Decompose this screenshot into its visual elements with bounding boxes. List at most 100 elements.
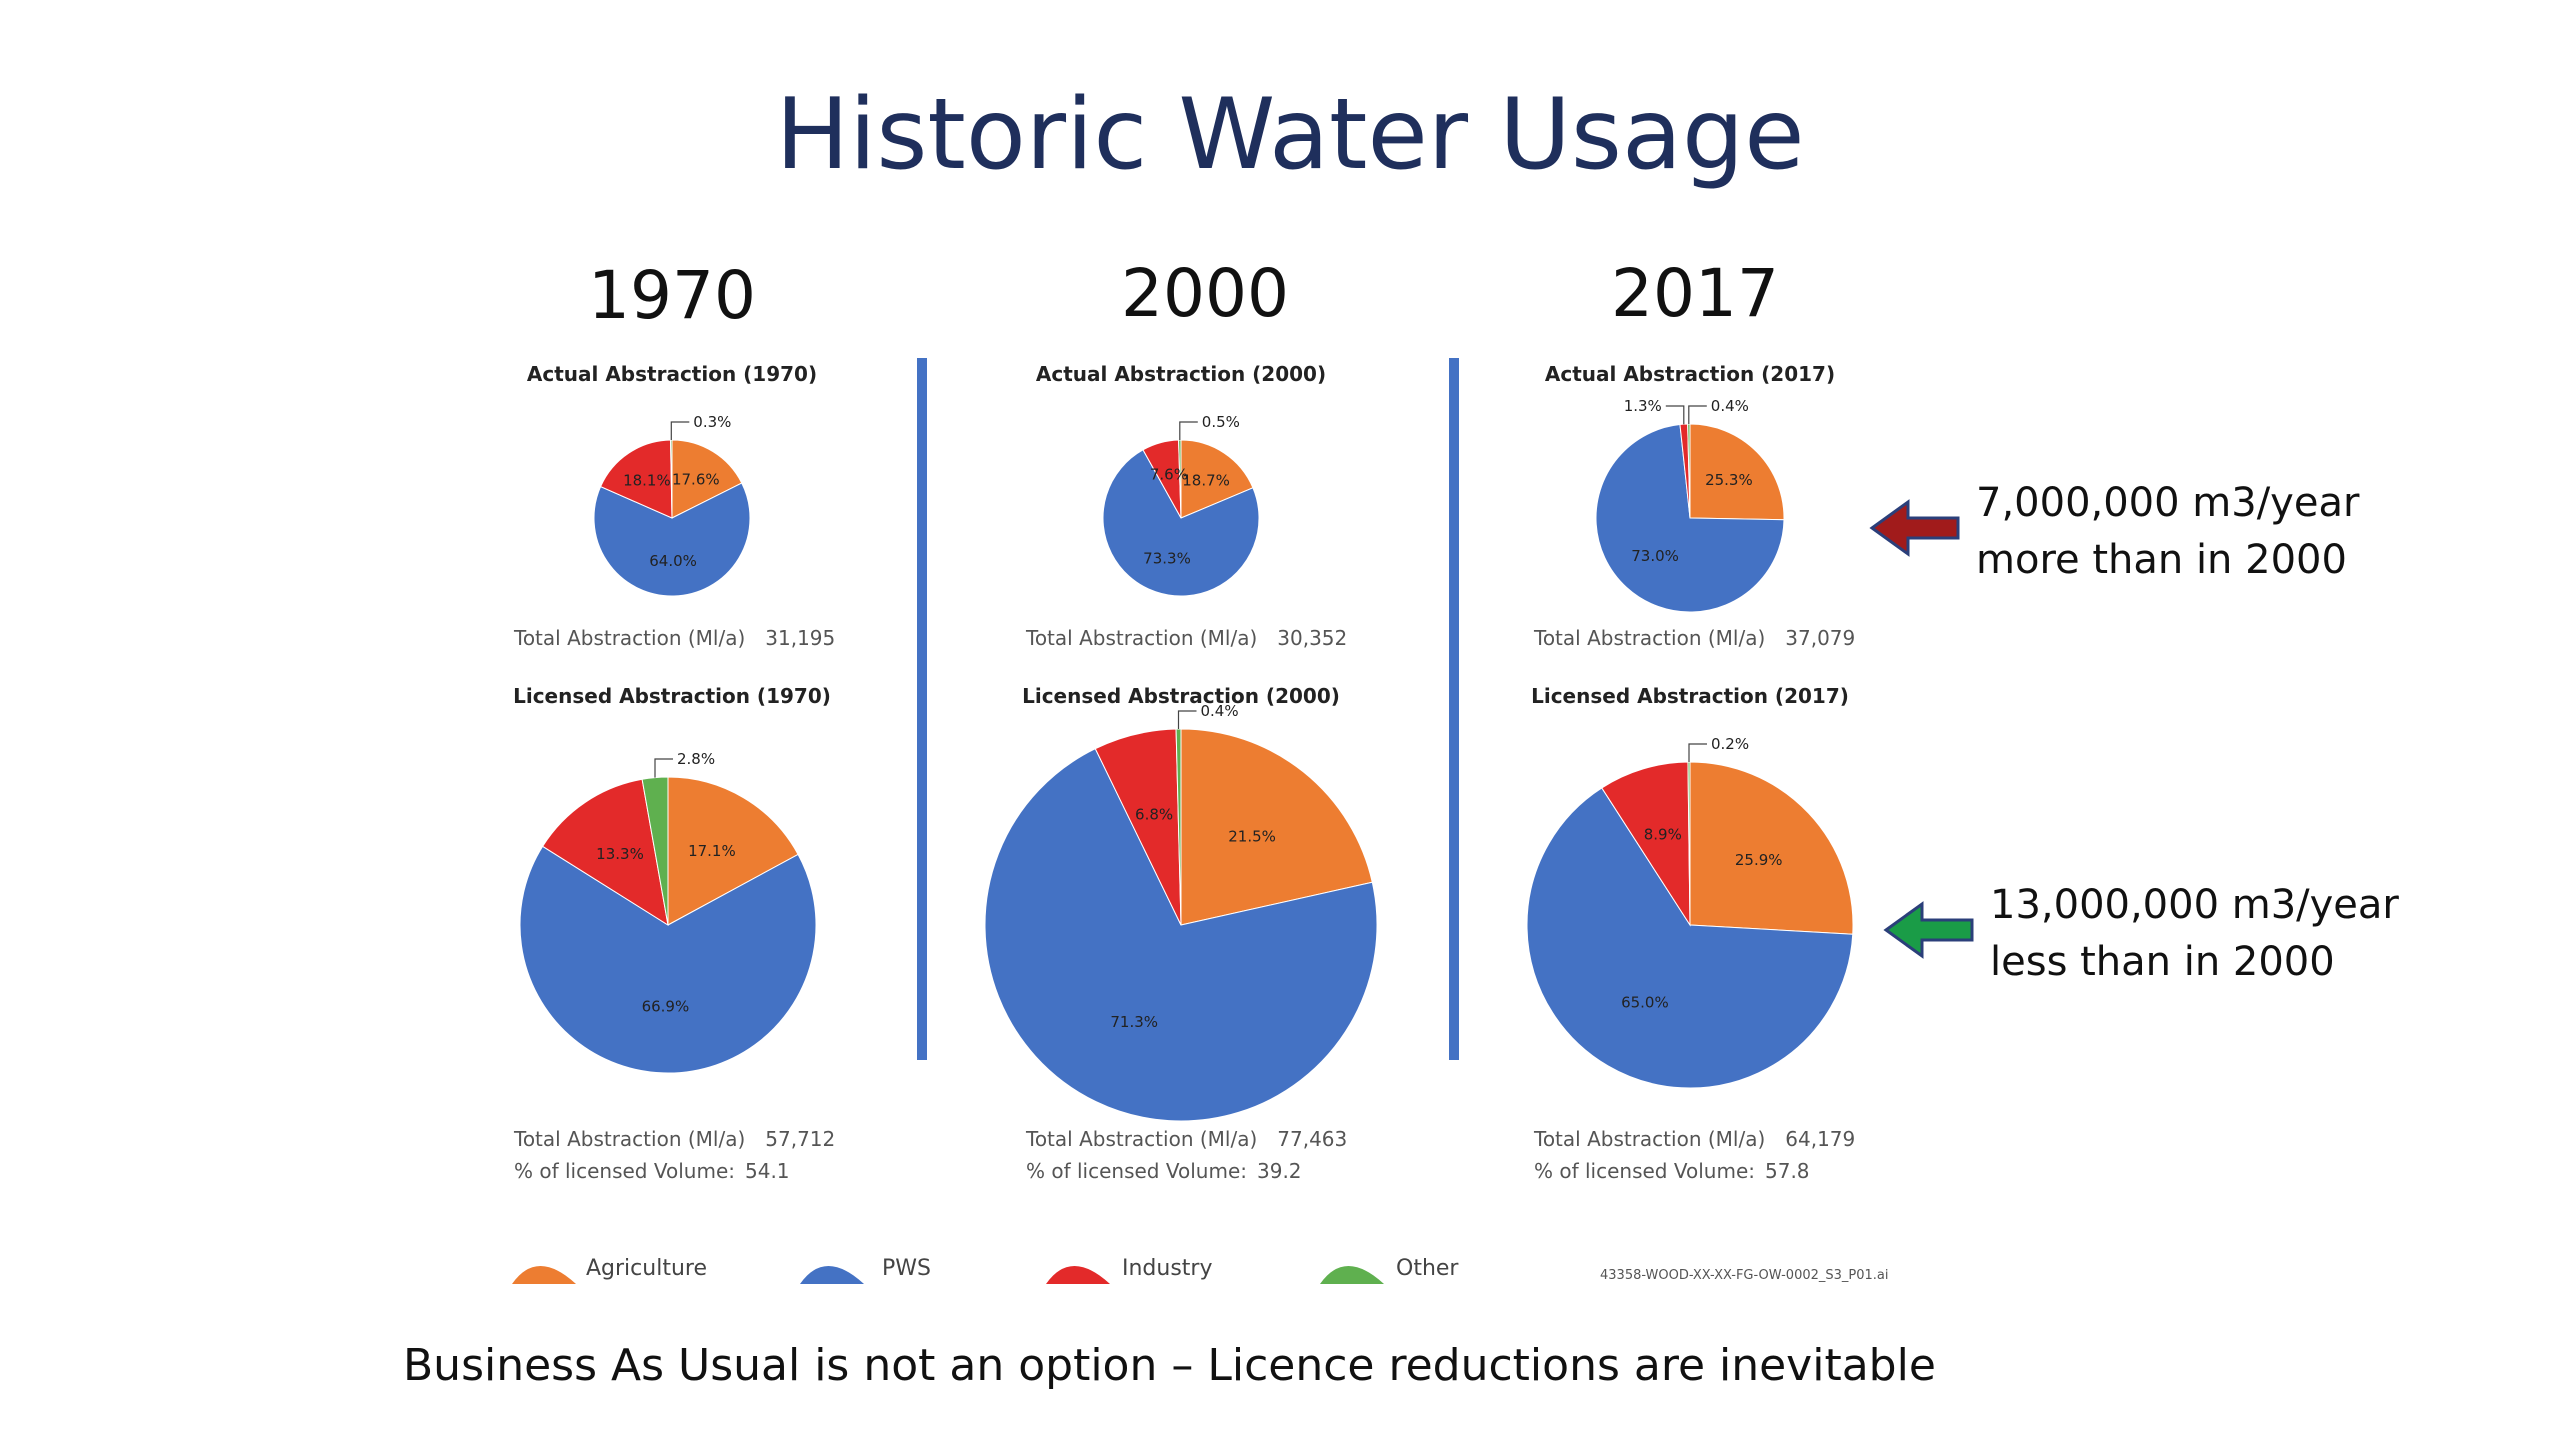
total-label: Total Abstraction (Ml/a) bbox=[513, 626, 745, 650]
legend-label-other: Other bbox=[1396, 1256, 1459, 1281]
agriculture-wedge-icon bbox=[512, 1266, 576, 1284]
slice-label-other: 0.4% bbox=[1711, 397, 1749, 415]
slice-label-agriculture: 25.3% bbox=[1705, 471, 1753, 489]
year-header-2017: 2017 bbox=[1611, 255, 1779, 332]
callout-line bbox=[670, 421, 690, 440]
pie-slice-pws bbox=[1526, 787, 1854, 1089]
year-header-2000: 2000 bbox=[1121, 255, 1289, 332]
pie-slice-agriculture bbox=[667, 776, 799, 926]
pct-label: % of licensed Volume: bbox=[1534, 1159, 1755, 1183]
actual-total-2017: Total Abstraction (Ml/a) 37,079 bbox=[1533, 626, 1855, 650]
slice-label-other: 2.8% bbox=[677, 750, 715, 768]
slice-label-industry: 8.9% bbox=[1644, 826, 1682, 844]
total-value: 30,352 bbox=[1277, 626, 1347, 650]
left-arrow-icon bbox=[1883, 901, 1974, 959]
pct-value: 39.2 bbox=[1257, 1159, 1302, 1183]
pie-slice-agriculture bbox=[671, 439, 743, 519]
annotation-increase-line2: more than in 2000 bbox=[1976, 537, 2347, 583]
licensed-pct-2017: % of licensed Volume: 57.8 bbox=[1534, 1159, 1810, 1183]
slice-label-industry: 18.1% bbox=[623, 471, 671, 489]
annotation-increase-line1: 7,000,000 m3/year bbox=[1976, 480, 2360, 526]
slice-label-industry: 13.3% bbox=[596, 845, 644, 863]
callout-line bbox=[1688, 743, 1707, 762]
pie-slice-industry bbox=[599, 439, 673, 519]
pie-slice-pws bbox=[519, 845, 817, 1074]
file-id: 43358-WOOD-XX-XX-FG-OW-0002_S3_P01.ai bbox=[1600, 1268, 1889, 1283]
pct-value: 57.8 bbox=[1765, 1159, 1810, 1183]
pie-chart-licensed-2000: 21.5% 71.3% 6.8% 0.4% bbox=[984, 702, 1378, 1122]
pie-slice-other bbox=[1175, 728, 1182, 926]
callout-line bbox=[1177, 710, 1197, 729]
slice-label-pws: 66.9% bbox=[642, 997, 690, 1015]
licensed-total-2000: Total Abstraction (Ml/a) 77,463 bbox=[1025, 1127, 1347, 1151]
slice-label-pws: 65.0% bbox=[1621, 994, 1669, 1012]
total-label: Total Abstraction (Ml/a) bbox=[1025, 1127, 1257, 1151]
chart-title-actual-1970: Actual Abstraction (1970) bbox=[527, 362, 817, 386]
total-label: Total Abstraction (Ml/a) bbox=[1533, 626, 1765, 650]
industry-wedge-icon bbox=[1046, 1266, 1110, 1284]
slice-label-agriculture: 18.7% bbox=[1182, 471, 1230, 489]
chart-title-actual-2017: Actual Abstraction (2017) bbox=[1545, 362, 1835, 386]
pie-slice-pws bbox=[1595, 423, 1785, 613]
slice-label-pws: 73.0% bbox=[1631, 547, 1679, 565]
callout-line bbox=[1665, 405, 1685, 425]
slice-label-agriculture: 25.9% bbox=[1735, 851, 1783, 869]
pie-chart-licensed-2017: 25.9% 65.0% 8.9% 0.2% bbox=[1526, 735, 1854, 1089]
pie-slice-other bbox=[670, 439, 673, 519]
licensed-pct-2000: % of licensed Volume: 39.2 bbox=[1026, 1159, 1302, 1183]
legend-label-agriculture: Agriculture bbox=[586, 1256, 707, 1281]
total-label: Total Abstraction (Ml/a) bbox=[1025, 626, 1257, 650]
pie-slice-industry bbox=[541, 778, 669, 927]
annotation-decrease-line2: less than in 2000 bbox=[1990, 939, 2335, 985]
slice-label-other: 0.5% bbox=[1202, 413, 1240, 431]
pie-slice-other bbox=[1687, 761, 1691, 926]
pct-label: % of licensed Volume: bbox=[514, 1159, 735, 1183]
total-value: 64,179 bbox=[1785, 1127, 1855, 1151]
column-divider bbox=[1449, 358, 1459, 1060]
actual-total-1970: Total Abstraction (Ml/a) 31,195 bbox=[513, 626, 835, 650]
slice-label-agriculture: 17.1% bbox=[688, 842, 736, 860]
actual-total-2000: Total Abstraction (Ml/a) 30,352 bbox=[1025, 626, 1347, 650]
slice-label-agriculture: 17.6% bbox=[672, 471, 720, 489]
total-value: 77,463 bbox=[1277, 1127, 1347, 1151]
chart-title-actual-2000: Actual Abstraction (2000) bbox=[1036, 362, 1326, 386]
column-divider bbox=[917, 358, 927, 1060]
chart-title-licensed-2000: Licensed Abstraction (2000) bbox=[1022, 684, 1340, 708]
slice-label-agriculture: 21.5% bbox=[1228, 827, 1276, 845]
pie-chart-actual-1970: 17.6% 64.0% 18.1% 0.3% bbox=[593, 413, 751, 597]
pie-slice-pws bbox=[593, 482, 751, 597]
footer-statement: Business As Usual is not an option – Lic… bbox=[403, 1340, 1936, 1391]
pie-slice-pws bbox=[984, 748, 1378, 1122]
pie-chart-actual-2000: 18.7% 73.3% 7.6% 0.5% bbox=[1102, 413, 1260, 597]
year-header-1970: 1970 bbox=[588, 257, 756, 334]
slice-label-other: 0.4% bbox=[1201, 702, 1239, 720]
chart-title-licensed-1970: Licensed Abstraction (1970) bbox=[513, 684, 831, 708]
licensed-total-2017: Total Abstraction (Ml/a) 64,179 bbox=[1533, 1127, 1855, 1151]
total-value: 31,195 bbox=[765, 626, 835, 650]
pie-slice-other bbox=[1687, 423, 1691, 519]
pct-label: % of licensed Volume: bbox=[1026, 1159, 1247, 1183]
total-value: 37,079 bbox=[1785, 626, 1855, 650]
other-wedge-icon bbox=[1320, 1266, 1384, 1284]
callout-line bbox=[654, 758, 673, 778]
callout-line bbox=[1688, 405, 1707, 424]
callout-line bbox=[1179, 421, 1198, 440]
pie-slice-agriculture bbox=[1180, 439, 1254, 519]
pie-slice-agriculture bbox=[1180, 728, 1373, 926]
pie-slice-industry bbox=[1601, 761, 1691, 927]
pie-chart-licensed-1970: 17.1% 66.9% 13.3% 2.8% bbox=[519, 750, 817, 1074]
slice-label-pws: 73.3% bbox=[1143, 550, 1191, 568]
licensed-pct-1970: % of licensed Volume: 54.1 bbox=[514, 1159, 790, 1183]
slice-label-other: 0.2% bbox=[1711, 735, 1749, 753]
left-arrow-icon bbox=[1869, 499, 1960, 557]
pie-slice-agriculture bbox=[1689, 761, 1854, 935]
legend-label-pws: PWS bbox=[882, 1256, 931, 1281]
total-label: Total Abstraction (Ml/a) bbox=[1533, 1127, 1765, 1151]
page-title: Historic Water Usage bbox=[775, 78, 1804, 192]
pie-chart-actual-2017: 25.3% 73.0% 1.3% 0.4% bbox=[1595, 397, 1785, 613]
legend: Agriculture PWS Industry Other bbox=[512, 1256, 1459, 1284]
slice-label-other: 0.3% bbox=[693, 413, 731, 431]
chart-title-licensed-2017: Licensed Abstraction (2017) bbox=[1531, 684, 1849, 708]
slice-label-pws: 71.3% bbox=[1110, 1013, 1158, 1031]
